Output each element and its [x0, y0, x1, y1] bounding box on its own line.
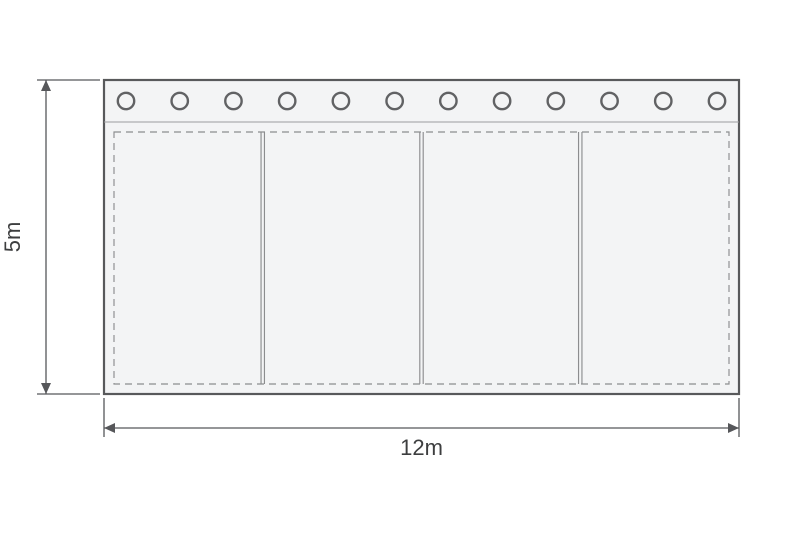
- dim-width-label: 12m: [400, 435, 443, 460]
- dim-height-label: 5m: [0, 222, 25, 253]
- tarp-diagram: 12m 5m: [0, 0, 800, 533]
- tarp-outline: [104, 80, 739, 394]
